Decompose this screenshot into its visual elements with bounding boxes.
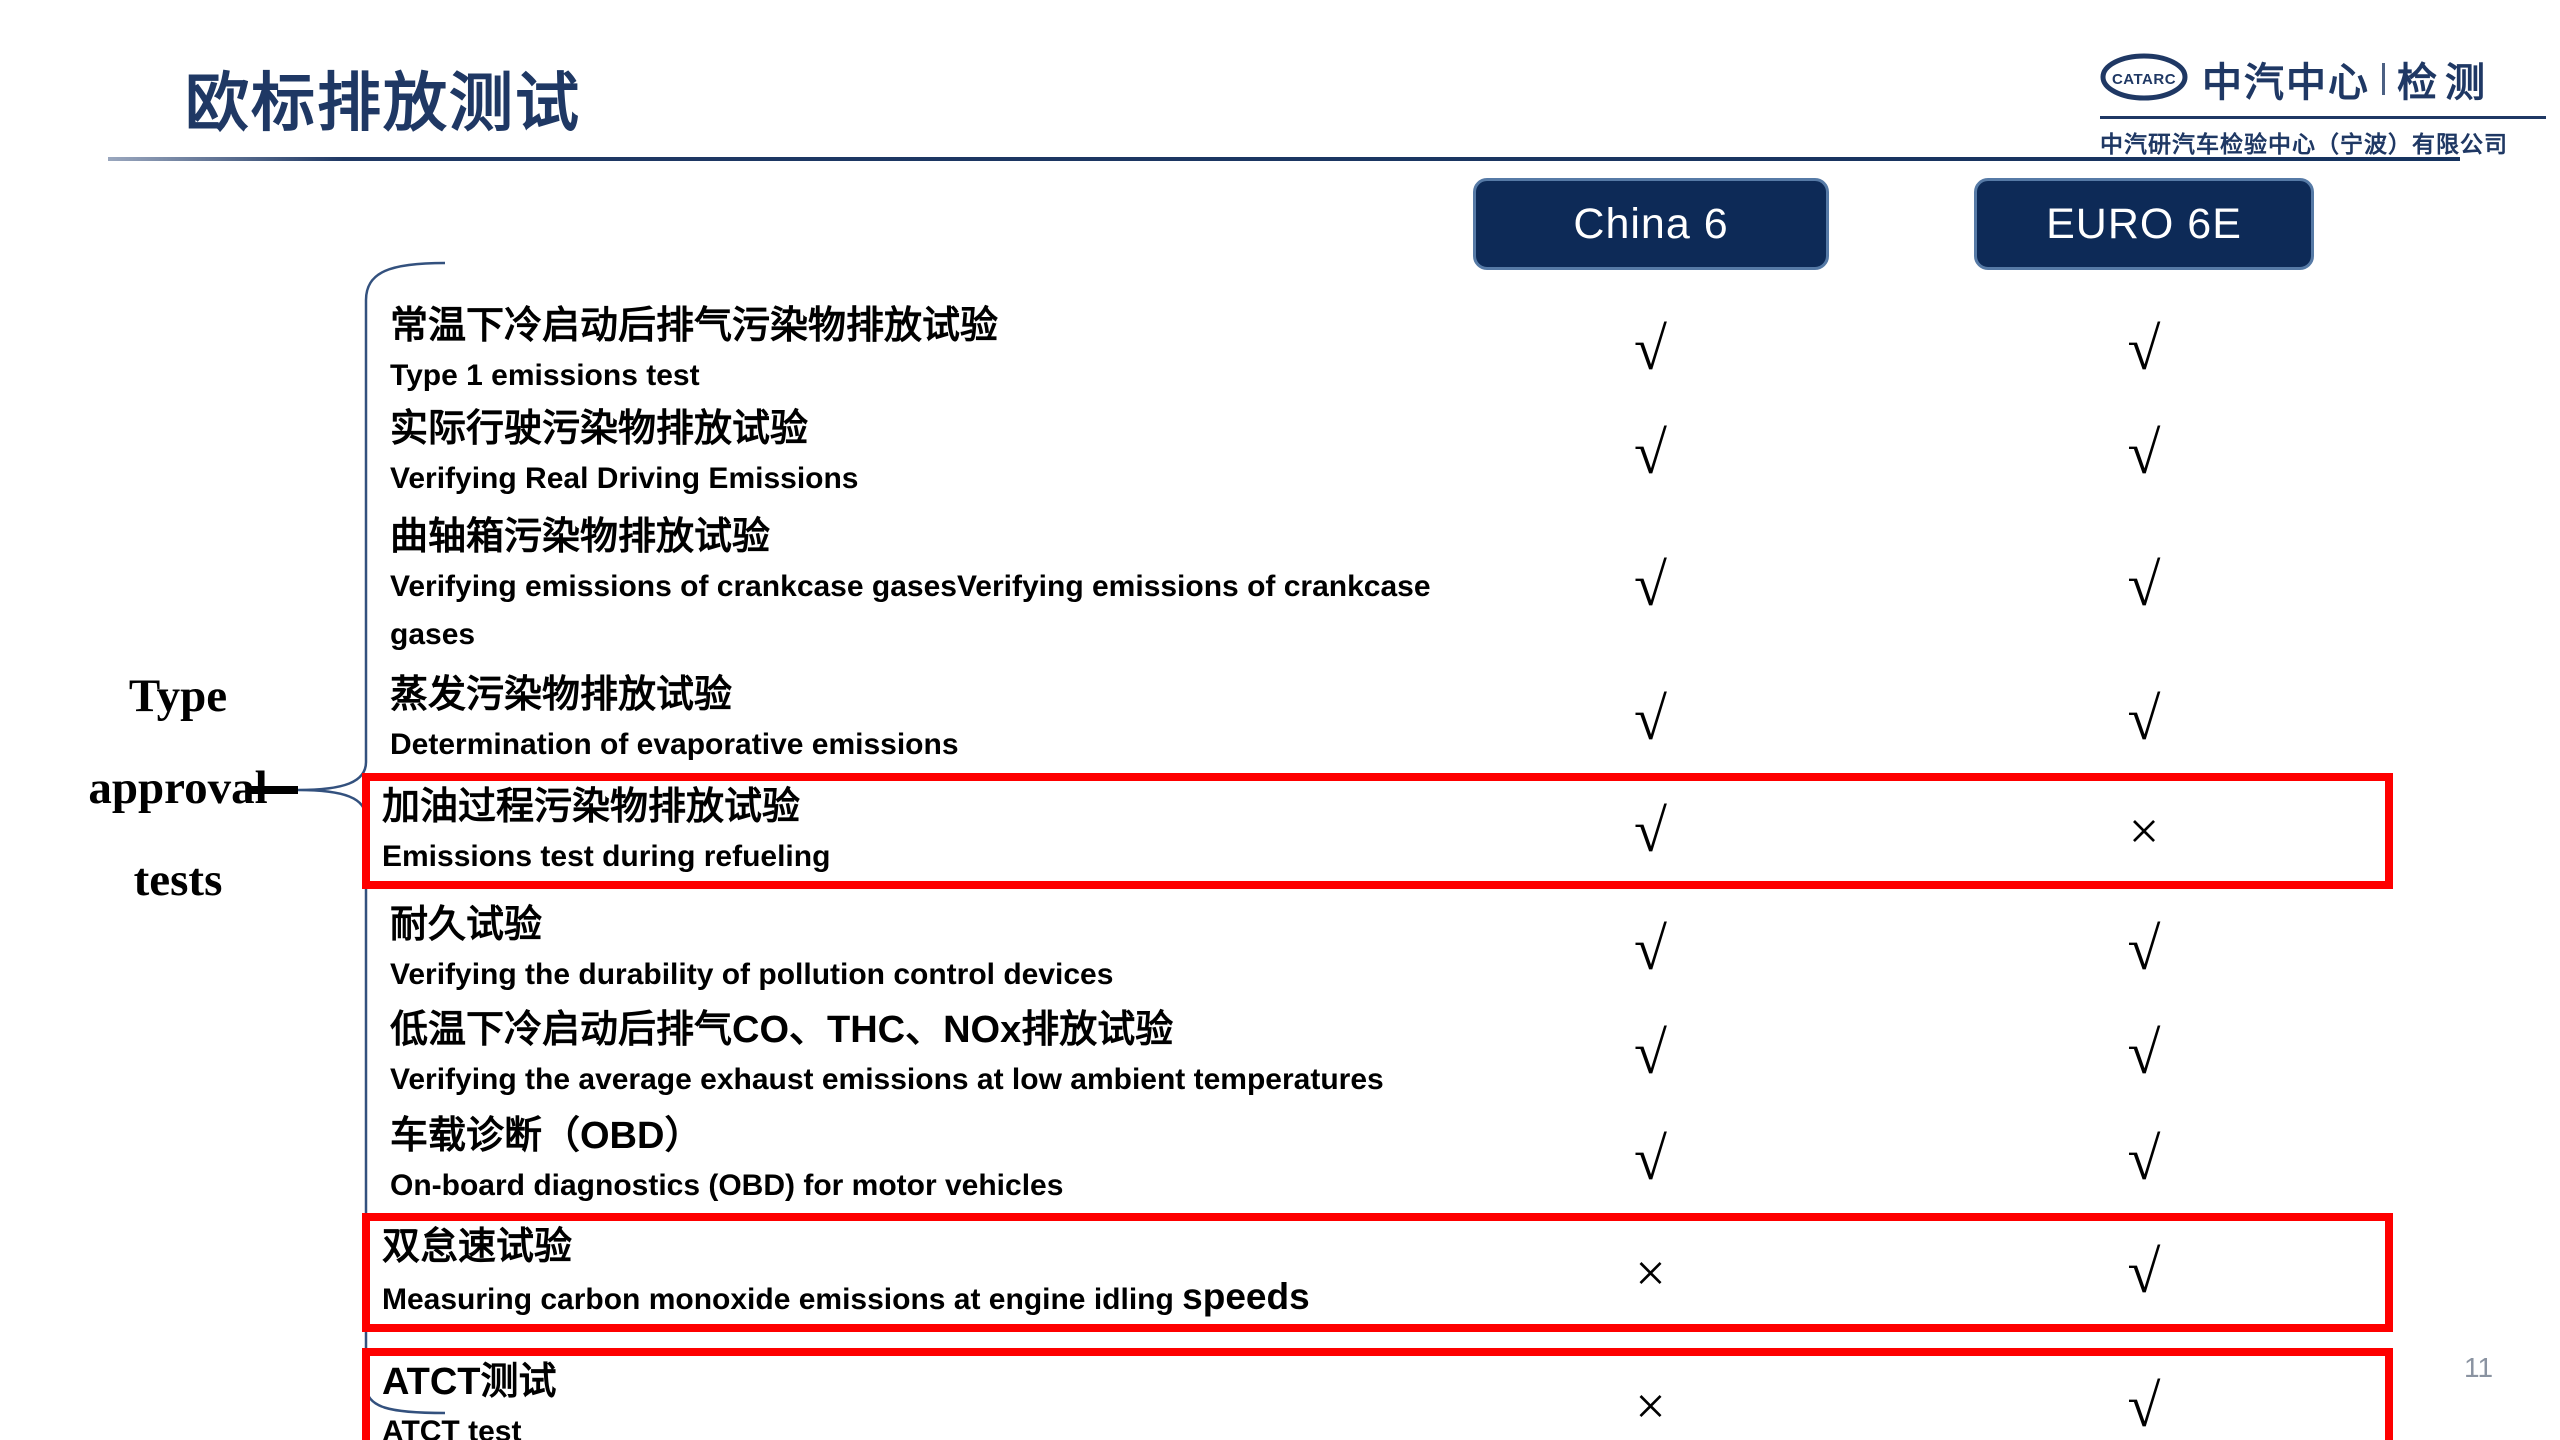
china6-mark: √ — [1634, 419, 1667, 486]
china6-mark: √ — [1634, 551, 1667, 618]
test-name-en: Determination of evaporative emissions — [390, 728, 959, 761]
catarc-oval-icon: CATARC — [2100, 53, 2188, 106]
table-row: 双怠速试验 Measuring carbon monoxide emission… — [362, 1213, 2393, 1332]
china6-mark: √ — [1634, 316, 1667, 382]
brace-connector — [248, 261, 446, 1415]
china6-mark: √ — [1634, 1020, 1667, 1086]
euro6e-mark: √ — [2127, 316, 2161, 382]
euro6e-mark: √ — [2127, 551, 2161, 618]
test-name: 车载诊断（OBD） On-board diagnostics (OBD) for… — [370, 1110, 1473, 1210]
catarc-oval-text: CATARC — [2112, 71, 2176, 88]
test-name-en: Verifying Real Driving Emissions — [390, 462, 859, 495]
test-name-en-emphasis: speeds — [1182, 1276, 1310, 1317]
logo-row: CATARC 中汽中心 检测 — [2100, 50, 2546, 108]
china6-mark: √ — [1634, 797, 1667, 864]
table-row: 低温下冷启动后排气CO、THC、NOx排放试验 Verifying the av… — [370, 1001, 2385, 1106]
test-name: 双怠速试验 Measuring carbon monoxide emission… — [370, 1221, 1473, 1324]
test-name-zh: 双怠速试验 — [382, 1226, 573, 1268]
china6-mark: √ — [1634, 1126, 1667, 1192]
test-name: 实际行驶污染物排放试验 Verifying Real Driving Emiss… — [370, 403, 1473, 503]
table-row: 耐久试验 Verifying the durability of polluti… — [370, 897, 2385, 1001]
china6-mark: √ — [1634, 915, 1667, 982]
test-name-zh: ATCT测试 — [382, 1361, 557, 1403]
table-row: 曲轴箱污染物排放试验 Verifying emissions of crankc… — [370, 505, 2385, 665]
logo-suffix: 检测 — [2397, 61, 2493, 105]
china6-mark: × — [1635, 1376, 1666, 1436]
table-row: 常温下冷启动后排气污染物排放试验 Type 1 emissions test √… — [370, 288, 2385, 401]
logo-company-name: 中汽研汽车检验中心（宁波）有限公司 — [2100, 131, 2508, 157]
column-header-euro6e: EURO 6E — [1974, 178, 2314, 270]
test-name-zh: 曲轴箱污染物排放试验 — [390, 516, 771, 558]
test-name: ATCT测试 ATCT test — [370, 1356, 1473, 1440]
china6-mark: × — [1635, 1242, 1666, 1303]
test-name-zh: 蒸发污染物排放试验 — [390, 674, 733, 716]
test-name-en: Measuring carbon monoxide emissions at e… — [382, 1276, 1310, 1317]
left-label-line3: tests — [133, 854, 223, 906]
table-row: 车载诊断（OBD） On-board diagnostics (OBD) for… — [370, 1106, 2385, 1213]
type-approval-tests-label: Type approval tests — [58, 650, 298, 926]
test-name-en: Verifying the durability of pollution co… — [390, 958, 1114, 991]
euro6e-mark: √ — [2127, 915, 2161, 982]
euro6e-mark: √ — [2127, 685, 2161, 752]
test-name: 曲轴箱污染物排放试验 Verifying emissions of crankc… — [370, 511, 1473, 659]
logo-name: 中汽中心 — [2202, 61, 2370, 105]
tests-table: 常温下冷启动后排气污染物排放试验 Type 1 emissions test √… — [362, 288, 2393, 1440]
left-label-line1: Type — [128, 670, 228, 722]
test-name-zh: 车载诊断（OBD） — [390, 1114, 703, 1157]
test-name: 低温下冷启动后排气CO、THC、NOx排放试验 Verifying the av… — [370, 1004, 1473, 1104]
euro6e-mark: √ — [2127, 1239, 2161, 1305]
test-name-zh: 常温下冷启动后排气污染物排放试验 — [390, 304, 999, 347]
test-name-zh: 加油过程污染物排放试验 — [382, 786, 801, 828]
test-name-en: ATCT test — [382, 1415, 522, 1440]
page-title: 欧标排放测试 — [185, 67, 581, 139]
euro6e-mark: √ — [2127, 1126, 2161, 1192]
test-name: 常温下冷启动后排气污染物排放试验 Type 1 emissions test — [370, 300, 1473, 400]
test-name-en: Emissions test during refueling — [382, 840, 831, 873]
page-number: 11 — [2464, 1352, 2494, 1383]
test-name-en: On-board diagnostics (OBD) for motor veh… — [390, 1168, 1064, 1202]
table-row: 实际行驶污染物排放试验 Verifying Real Driving Emiss… — [370, 401, 2385, 505]
title-underline — [108, 157, 2460, 161]
euro6e-mark: √ — [2127, 1020, 2161, 1086]
euro6e-mark: √ — [2127, 419, 2161, 486]
test-name-en: Type 1 emissions test — [390, 358, 700, 392]
logo-underline — [2100, 116, 2546, 119]
company-logo: CATARC 中汽中心 检测 中汽研汽车检验中心（宁波）有限公司 — [2100, 50, 2546, 159]
china6-mark: √ — [1634, 685, 1667, 752]
test-name-zh: 实际行驶污染物排放试验 — [390, 408, 809, 450]
test-name: 蒸发污染物排放试验 Determination of evaporative e… — [370, 669, 1473, 769]
euro6e-mark: √ — [2127, 1372, 2161, 1439]
table-row: ATCT测试 ATCT test × √ — [362, 1348, 2393, 1440]
logo-divider — [2382, 63, 2385, 95]
test-name: 耐久试验 Verifying the durability of polluti… — [370, 899, 1473, 999]
test-name-en: Verifying the average exhaust emissions … — [390, 1062, 1384, 1096]
column-header-china6: China 6 — [1473, 178, 1829, 270]
test-name-zh: 低温下冷启动后排气CO、THC、NOx排放试验 — [390, 1008, 1174, 1051]
euro6e-mark: × — [2128, 801, 2160, 861]
left-label-line2: approval — [88, 762, 268, 814]
test-name-zh: 耐久试验 — [390, 904, 543, 946]
test-name: 加油过程污染物排放试验 Emissions test during refuel… — [370, 781, 1473, 881]
test-name-en: Verifying emissions of crankcase gasesVe… — [390, 570, 1431, 651]
table-row: 蒸发污染物排放试验 Determination of evaporative e… — [370, 665, 2385, 773]
table-row: 加油过程污染物排放试验 Emissions test during refuel… — [362, 773, 2393, 889]
